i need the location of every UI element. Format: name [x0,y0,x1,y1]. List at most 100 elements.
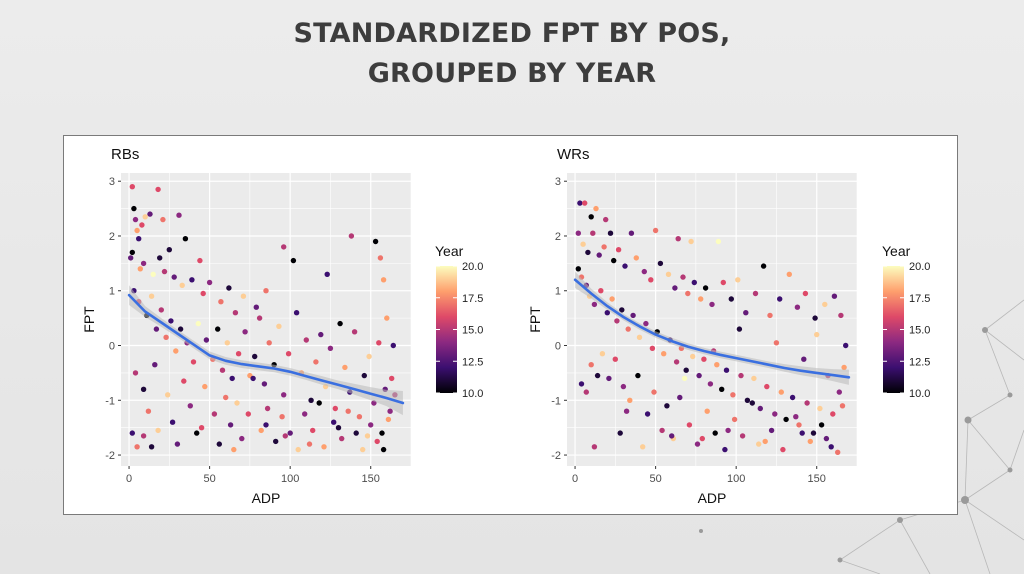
rbs-point [384,315,390,321]
wrs-point [752,290,759,297]
rbs-colorbar-label: 10.0 [462,388,483,400]
rbs-point [308,397,314,403]
rbs-point [332,405,338,412]
rbs-point [327,345,334,351]
wrs-point [609,296,615,302]
wrs-point [744,397,751,403]
wrs-point [599,351,606,357]
wrs-point [736,326,743,332]
wrs-point [588,214,594,220]
wrs-point [823,435,830,442]
rbs-point [295,446,301,453]
rbs-point [187,403,193,409]
rbs-colorbar-label: 20.0 [462,261,483,273]
rbs-point [313,359,319,365]
rbs-point [366,353,372,360]
wrs-x-tick-label: 0 [572,473,578,485]
rbs-point [227,422,234,428]
rbs-point [263,422,269,428]
rbs-colorbar-label: 15.0 [462,325,483,337]
rbs-point [356,414,363,420]
rbs-y-tick-label: -1 [105,395,115,407]
wrs-point [709,301,715,308]
wrs-point [694,441,701,447]
rbs-point [173,348,179,354]
rbs-point [235,351,242,357]
wrs-y-tick-label: 3 [555,176,561,188]
wrs-point [830,411,836,417]
wrs-point [772,411,778,417]
wrs-point [683,367,689,373]
wrs-point [704,408,710,414]
wrs-x-tick-label: 50 [649,473,661,485]
wrs-point [802,290,809,297]
wrs-point [604,310,610,316]
rbs-point [263,288,269,294]
rbs-point [376,340,382,346]
rbs-point [148,293,155,299]
wrs-point [760,263,767,269]
rbs-point [171,274,177,280]
wrs-point [677,394,683,401]
wrs-point [701,356,707,362]
rbs-point [129,430,135,436]
rbs-point [134,227,140,234]
rbs-point [331,419,337,425]
rbs-point [245,411,251,417]
rbs-point [339,435,345,442]
rbs-point [136,236,142,242]
wrs-point [699,435,705,442]
wrs-point [614,318,620,324]
rbs-point [273,438,279,445]
wrs-point [749,400,755,406]
rbs-point [190,359,197,365]
rbs-point [361,372,367,379]
wrs-point [810,430,817,436]
rbs-point [195,320,201,327]
rbs-point [177,326,184,332]
rbs-point [132,370,139,376]
rbs-point [202,383,208,390]
wrs-chart: WRs 0 50 100 150 -2 -1 0 1 2 3 ADP FPT Year 10.0 12.5 15… [527,146,930,506]
rbs-point [342,364,348,371]
rbs-point [161,268,168,275]
rbs-point [155,427,161,434]
rbs-y-tick-label: 0 [109,341,115,353]
rbs-chart: RBs 0 50 100 150 -2 -1 0 1 2 3 ADP FPT Year 10.0 12.5 15… [81,146,483,506]
rbs-point [182,236,189,242]
wrs-point [767,312,773,319]
rbs-point [239,435,245,442]
wrs-y-tick-label: 2 [555,231,561,243]
rbs-point [380,446,387,453]
wrs-point [630,312,636,319]
wrs-point [643,320,649,327]
wrs-point [686,422,693,428]
rbs-point [153,326,160,332]
wrs-point [627,397,633,403]
wrs-point [591,301,598,308]
wrs-y-axis-label: FPT [527,306,543,333]
rbs-point [232,310,239,316]
wrs-point [665,271,672,277]
rbs-point [316,400,322,406]
wrs-point [841,364,847,371]
wrs-point [789,394,796,401]
wrs-point [575,266,581,272]
rbs-point [302,411,308,417]
wrs-point [651,389,657,395]
wrs-point [619,307,625,313]
wrs-point [669,433,675,439]
wrs-point [594,372,601,379]
rbs-point [306,441,313,447]
rbs-point [253,304,259,310]
wrs-point [715,238,722,245]
wrs-point [588,362,594,368]
rbs-point [377,255,384,261]
wrs-legend-title: Year [882,243,911,259]
wrs-point [625,326,631,332]
wrs-point [641,268,647,275]
rbs-point [200,290,206,297]
rbs-point [129,249,135,256]
rbs-point [242,329,248,335]
wrs-point [591,444,598,450]
